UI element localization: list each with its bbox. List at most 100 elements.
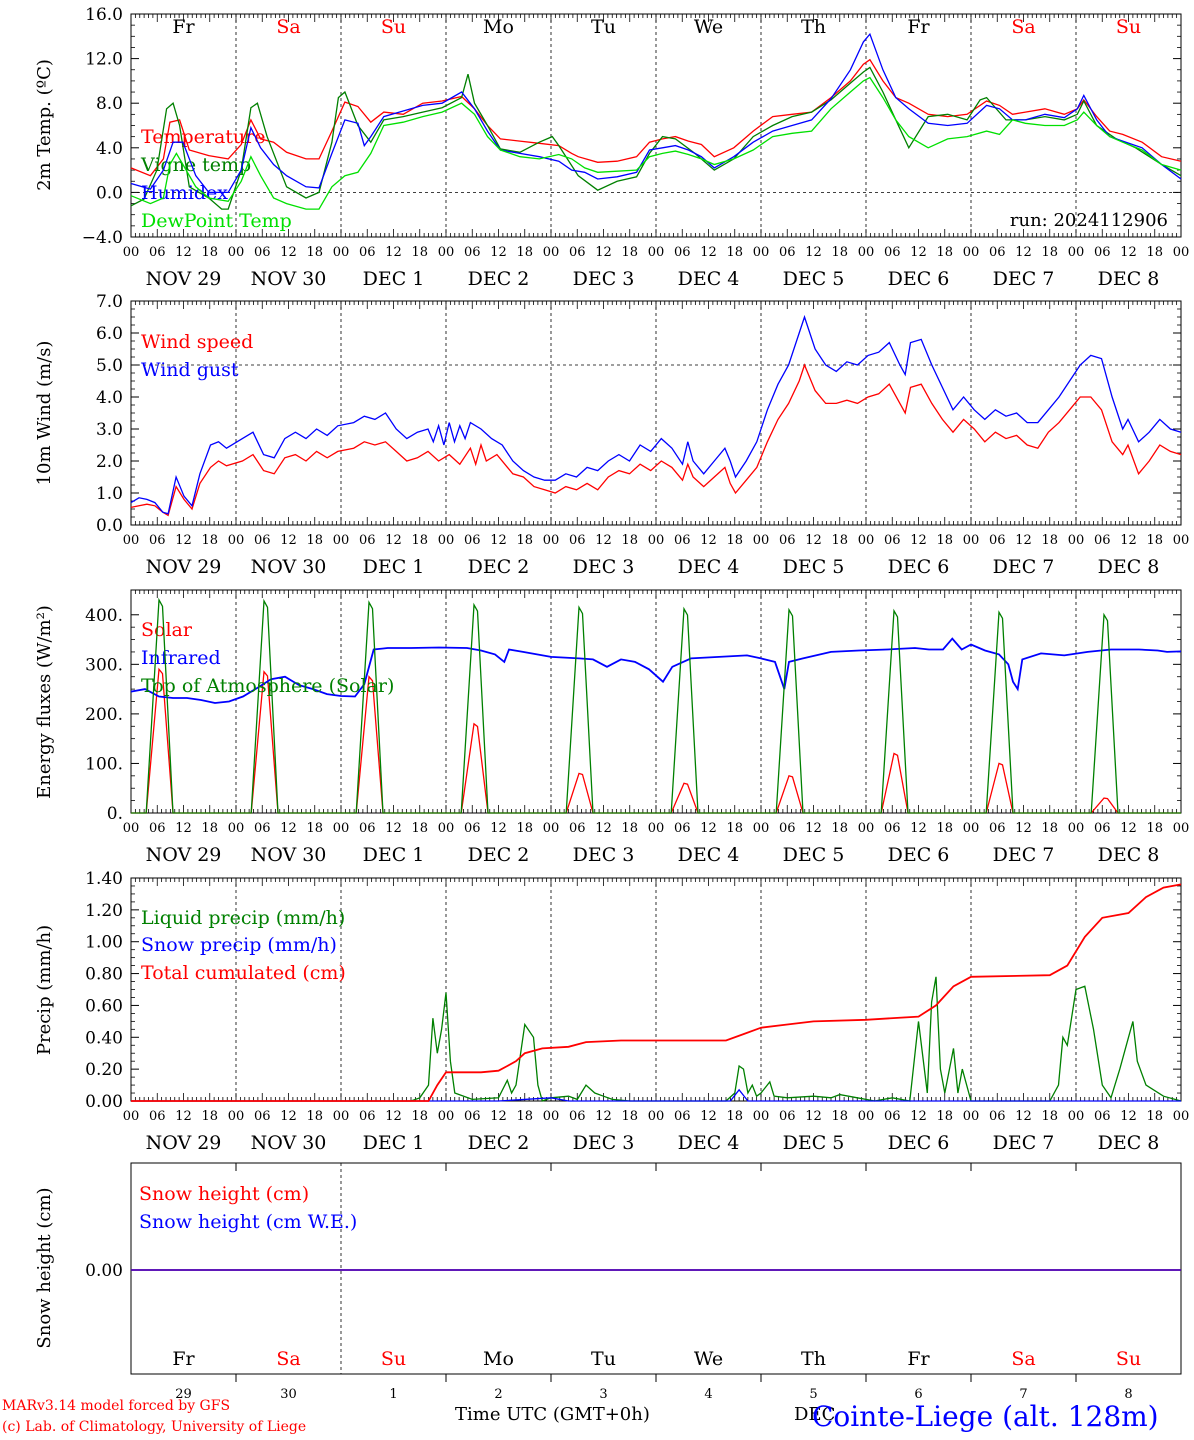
series-line <box>131 1088 1181 1102</box>
day-number-label: 6 <box>914 1387 922 1402</box>
hour-tick-label: 06 <box>1094 533 1111 548</box>
y-tick-label: 2.0 <box>96 452 123 472</box>
legend-entry: Infrared <box>141 647 221 669</box>
y-axis-label: 10m Wind (m/s) <box>34 341 55 486</box>
legend-entry: Total cumulated (cm) <box>141 962 346 984</box>
weekday-label: Sa <box>276 1348 300 1370</box>
y-tick-label: −4.0 <box>82 228 123 248</box>
hour-tick-label: 12 <box>1120 821 1137 836</box>
date-label: DEC 7 <box>993 1132 1055 1154</box>
hour-tick-label: 00 <box>1068 533 1085 548</box>
hour-tick-label: 18 <box>306 245 323 260</box>
hour-tick-label: 00 <box>963 821 980 836</box>
hour-tick-label: 18 <box>831 533 848 548</box>
date-label: DEC 8 <box>1098 1132 1160 1154</box>
hour-tick-label: 18 <box>831 1109 848 1124</box>
hour-tick-label: 00 <box>753 1109 770 1124</box>
hour-tick-label: 18 <box>726 533 743 548</box>
hour-tick-label: 18 <box>1146 821 1163 836</box>
hour-tick-label: 06 <box>464 533 481 548</box>
hour-tick-label: 06 <box>569 1109 586 1124</box>
hour-tick-label: 00 <box>1068 1109 1085 1124</box>
hour-tick-label: 18 <box>306 1109 323 1124</box>
hour-tick-label: 12 <box>595 1109 612 1124</box>
hour-tick-label: 00 <box>333 1109 350 1124</box>
date-label: NOV 30 <box>251 1132 327 1154</box>
hour-tick-label: 12 <box>280 533 297 548</box>
weekday-label: Su <box>1116 16 1141 38</box>
weekday-label: Sa <box>1011 16 1035 38</box>
hour-tick-label: 06 <box>989 821 1006 836</box>
y-tick-label: 300. <box>85 655 123 675</box>
y-axis-label: Precip (mm/h) <box>34 925 55 1055</box>
date-label: DEC 5 <box>783 844 845 866</box>
weekday-label: Mo <box>483 16 514 38</box>
date-label: DEC 6 <box>888 844 950 866</box>
hour-tick-label: 00 <box>858 821 875 836</box>
hour-tick-label: 06 <box>569 245 586 260</box>
hour-tick-label: 12 <box>280 821 297 836</box>
weekday-label: Fr <box>172 1348 195 1370</box>
date-label: DEC 3 <box>573 268 635 290</box>
hour-tick-label: 18 <box>306 533 323 548</box>
hour-tick-label: 18 <box>621 533 638 548</box>
day-number-label: 5 <box>809 1387 817 1402</box>
hour-tick-label: 00 <box>648 245 665 260</box>
hour-tick-label: 00 <box>1173 1109 1190 1124</box>
hour-tick-label: 00 <box>438 245 455 260</box>
hour-tick-label: 18 <box>1041 821 1058 836</box>
date-label: DEC 3 <box>573 556 635 578</box>
y-tick-label: 8.0 <box>96 94 123 114</box>
hour-tick-label: 18 <box>201 245 218 260</box>
hour-tick-label: 00 <box>543 1109 560 1124</box>
footer-model-credit: MARv3.14 model forced by GFS <box>2 1398 231 1414</box>
hour-tick-label: 00 <box>333 821 350 836</box>
date-label: DEC 4 <box>678 556 740 578</box>
hour-tick-label: 00 <box>1173 821 1190 836</box>
y-tick-label: 0. <box>107 804 123 824</box>
series-line <box>131 976 1182 1102</box>
legend-entry: DewPoint Temp <box>141 210 292 232</box>
date-label: NOV 30 <box>251 268 327 290</box>
legend-entry: Snow height (cm W.E.) <box>139 1211 357 1233</box>
date-label: DEC 2 <box>468 556 530 578</box>
date-label: NOV 30 <box>251 844 327 866</box>
hour-tick-label: 06 <box>989 1109 1006 1124</box>
series-line <box>130 637 1182 704</box>
hour-tick-label: 12 <box>1015 245 1032 260</box>
date-label: DEC 3 <box>573 844 635 866</box>
hour-tick-label: 18 <box>831 245 848 260</box>
date-label: NOV 29 <box>146 1132 222 1154</box>
hour-tick-label: 00 <box>228 533 245 548</box>
hour-tick-label: 12 <box>175 245 192 260</box>
hour-tick-label: 12 <box>595 821 612 836</box>
date-label: DEC 1 <box>363 1132 425 1154</box>
date-label: DEC 2 <box>468 844 530 866</box>
hour-tick-label: 18 <box>411 533 428 548</box>
y-axis-label: Snow height (cm) <box>34 1187 55 1348</box>
series-line <box>130 58 1182 177</box>
hour-tick-label: 06 <box>779 533 796 548</box>
day-number-label: 4 <box>704 1387 712 1402</box>
hour-tick-label: 18 <box>831 821 848 836</box>
y-tick-label: 16.0 <box>85 5 123 25</box>
day-number-label: 8 <box>1124 1387 1132 1402</box>
panel-frame <box>130 300 1182 526</box>
day-number-label: 3 <box>599 1387 607 1402</box>
hour-tick-label: 18 <box>726 821 743 836</box>
hour-tick-label: 12 <box>175 821 192 836</box>
hour-tick-label: 18 <box>516 533 533 548</box>
date-label: DEC 3 <box>573 1132 635 1154</box>
hour-tick-label: 12 <box>1120 1109 1137 1124</box>
hour-tick-label: 00 <box>753 245 770 260</box>
hour-tick-label: 18 <box>306 821 323 836</box>
legend-entry: Solar <box>141 619 193 641</box>
hour-tick-label: 06 <box>884 533 901 548</box>
footer-month-label: DEC <box>794 1404 836 1425</box>
hour-tick-label: 00 <box>333 533 350 548</box>
hour-tick-label: 00 <box>1173 533 1190 548</box>
hour-tick-label: 06 <box>674 533 691 548</box>
hour-tick-label: 12 <box>490 1109 507 1124</box>
date-label: DEC 5 <box>783 268 845 290</box>
